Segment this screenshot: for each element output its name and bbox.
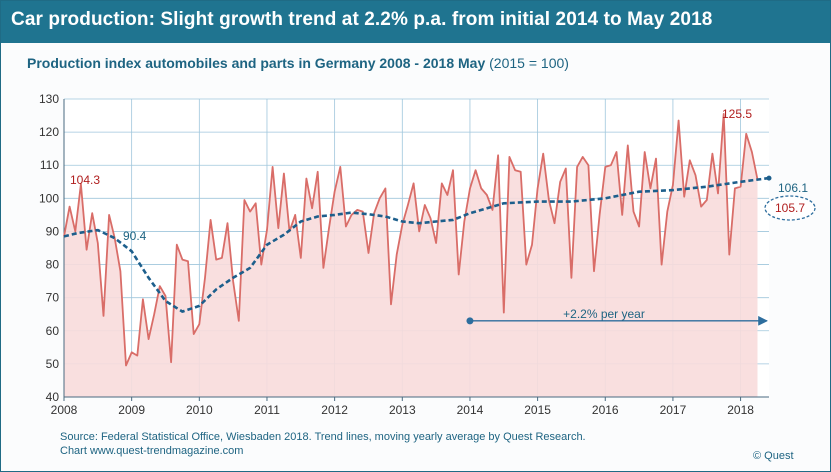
y-tick-label: 120: [39, 125, 59, 139]
chart-subtitle: Production index automobiles and parts i…: [27, 55, 569, 71]
annotation-peak-2017: 125.5: [722, 107, 752, 121]
source-line-1: Source: Federal Statistical Office, Wies…: [60, 431, 586, 443]
subtitle-unit: (2015 = 100): [489, 55, 569, 71]
annotation-growth: +2.2% per year: [563, 307, 645, 321]
y-tick-label: 80: [46, 258, 60, 272]
x-tick-label: 2012: [321, 403, 348, 417]
trend-end-dot: [766, 175, 772, 181]
annotation-layer: 104.3 90.4 125.5 106.1 105.7 +2.2% per y…: [70, 107, 816, 321]
annotation-trend-2008: 90.4: [123, 229, 147, 243]
y-tick-label: 60: [46, 324, 60, 338]
y-tick-label: 50: [46, 357, 60, 371]
subtitle-main: Production index automobiles and parts i…: [27, 55, 486, 71]
source-line-2: Chart www.quest-trendmagazine.com: [60, 445, 244, 457]
y-tick-label: 100: [39, 191, 59, 205]
x-tick-label: 2009: [118, 403, 145, 417]
x-tick-label: 2017: [660, 403, 687, 417]
moving-average-line: [63, 176, 770, 313]
y-tick-label: 70: [46, 291, 60, 305]
x-tick-label: 2013: [389, 403, 416, 417]
annotation-trend-end: 106.1: [778, 181, 808, 195]
production-area: [64, 113, 758, 398]
last-value-ellipse: [764, 195, 816, 221]
x-tick-label: 2015: [524, 403, 551, 417]
title-bar: Car production: Slight growth trend at 2…: [1, 1, 830, 43]
series-line-layer: [63, 113, 759, 367]
y-tick-label: 40: [46, 390, 60, 404]
growth-arrow-start-dot: [466, 317, 474, 325]
y-tick-label: 130: [39, 92, 59, 106]
annotation-peak-2008: 104.3: [70, 173, 100, 187]
x-tick-label: 2014: [457, 403, 484, 417]
series-area-layer: [64, 113, 758, 398]
trend-line-layer: [63, 175, 772, 326]
y-tick-label: 90: [46, 224, 60, 238]
chart-title: Car production: Slight growth trend at 2…: [11, 9, 713, 30]
annotation-last-value: 105.7: [775, 201, 805, 215]
production-line: [63, 113, 759, 367]
x-tick-label: 2018: [727, 403, 754, 417]
x-tick-label: 2011: [254, 403, 280, 417]
copyright-label: © Quest: [753, 450, 794, 462]
x-tick-label: 2016: [592, 403, 619, 417]
x-tick-label: 2010: [186, 403, 213, 417]
y-tick-label: 110: [40, 158, 59, 172]
axis-layer: 40 50 60 70 80 90 100 110 120 130 2008 2009 2010 2011…: [39, 92, 769, 417]
source-note: Source: Federal Statistical Office, Wies…: [60, 430, 586, 458]
x-tick-label: 2008: [51, 403, 78, 417]
